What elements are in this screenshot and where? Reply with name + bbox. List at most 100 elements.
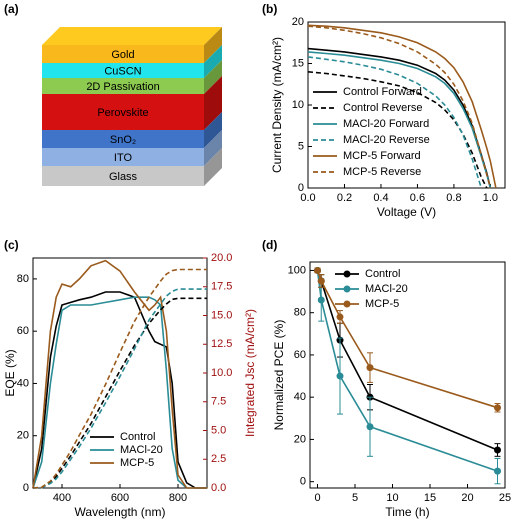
legend-label: Control [365,268,400,280]
marker [314,266,321,274]
series-line [307,51,492,189]
x-axis-label: Time (h) [385,505,429,519]
y-tick-label: 5 [298,140,304,152]
legend-label: MACl-20 Forward [343,118,429,130]
x-axis-label: Voltage (V) [377,205,436,219]
y2-tick-label: 20.0 [211,252,232,264]
legend-label: MACl-20 [365,283,408,295]
series-line [307,56,483,189]
layer-label: CuSCN [104,65,141,77]
y2-tick-label: 12.5 [211,338,232,350]
x-tick-label: 0.2 [337,192,352,204]
layer-label: ITO [114,152,133,164]
legend-label: Control Reverse [343,102,422,114]
legend-label: Control [120,431,155,443]
legend-label: Control Forward [343,86,422,98]
y-axis-label: Current Density (mA/cm²) [270,37,284,173]
layer-label: SnO₂ [110,134,136,146]
y2-axis-label: Integrated Jsc (mA/cm²) [243,309,257,437]
series-line [32,259,207,489]
layer-side [204,130,222,166]
x-tick-label: 0.8 [446,192,461,204]
x-tick-label: 600 [111,492,129,504]
layer-side [204,45,222,78]
y2-tick-label: 10.0 [211,367,232,379]
y-tick-label: 60 [17,325,29,337]
layer-side [204,148,222,186]
legend-marker [343,300,351,308]
x-tick-label: 0.6 [410,192,425,204]
x-tick-label: 800 [169,492,187,504]
y-tick-label: 40 [17,377,29,389]
series-line [316,270,498,451]
x-tick-label: 10 [386,492,398,504]
y-tick-label: 20 [294,433,306,445]
layer [42,94,204,130]
panel-label: (a) [4,2,19,16]
y-tick-label: 100 [288,264,306,276]
y-tick-label: 80 [17,273,29,285]
layer [42,78,204,94]
marker [336,313,344,321]
marker [494,404,501,412]
y2-tick-label: 7.5 [211,396,226,408]
series-line [307,24,497,189]
y-tick-label: 20 [292,16,304,28]
marker [366,423,374,431]
panel-label: (b) [262,2,277,16]
layer [42,166,204,186]
layer [42,63,204,78]
x-tick-label: 5 [352,492,358,504]
y-axis-label: EQE (%) [3,349,17,396]
x-tick-label: 0.4 [373,192,388,204]
y2-tick-label: 5.0 [211,424,226,436]
y-tick-label: 0 [300,476,306,488]
y2-tick-label: 0.0 [211,482,226,494]
y-tick-label: 10 [292,99,304,111]
panel-label: (d) [262,238,277,252]
legend-marker [343,285,351,293]
series-line [307,25,492,189]
layer-label: Gold [111,49,134,61]
y2-tick-label: 17.5 [211,281,232,293]
x-tick-label: 25 [499,492,511,504]
marker [494,446,501,454]
y-tick-label: 20 [17,430,29,442]
marker [494,467,501,475]
series-line [316,270,498,472]
x-tick-label: 0 [314,492,320,504]
x-axis-label: Wavelength (nm) [75,505,166,519]
marker [317,277,325,285]
x-tick-label: 400 [53,492,71,504]
x-tick-label: 1.0 [483,192,498,204]
legend-label: MCP-5 [365,298,399,310]
x-tick-label: 0.0 [300,192,315,204]
layer-side [204,27,222,63]
y2-tick-label: 15.0 [211,309,232,321]
layer-label: Perovskite [97,107,148,119]
y-tick-label: 60 [294,349,306,361]
plot-frame [309,261,506,489]
y-tick-label: 0 [298,182,304,194]
layer [42,45,204,63]
series-line [32,297,207,489]
x-tick-label: 15 [424,492,436,504]
legend-label: MCP-5 Reverse [343,166,421,178]
marker [366,364,374,372]
legend-label: MACl-20 [120,444,163,456]
layer [42,130,204,148]
y-tick-label: 15 [292,57,304,69]
marker [317,296,325,304]
legend-label: MACl-20 Reverse [343,134,430,146]
y-axis-label: Normalized PCE (%) [272,320,286,431]
layer-top [42,27,222,45]
y2-tick-label: 2.5 [211,453,226,465]
marker [336,372,344,380]
layer-side [204,60,222,94]
layer-label: 2D Passivation [86,81,159,93]
panel-label: (c) [4,238,19,252]
layer-side [204,112,222,148]
legend-marker [343,270,351,278]
y-tick-label: 0 [23,482,29,494]
